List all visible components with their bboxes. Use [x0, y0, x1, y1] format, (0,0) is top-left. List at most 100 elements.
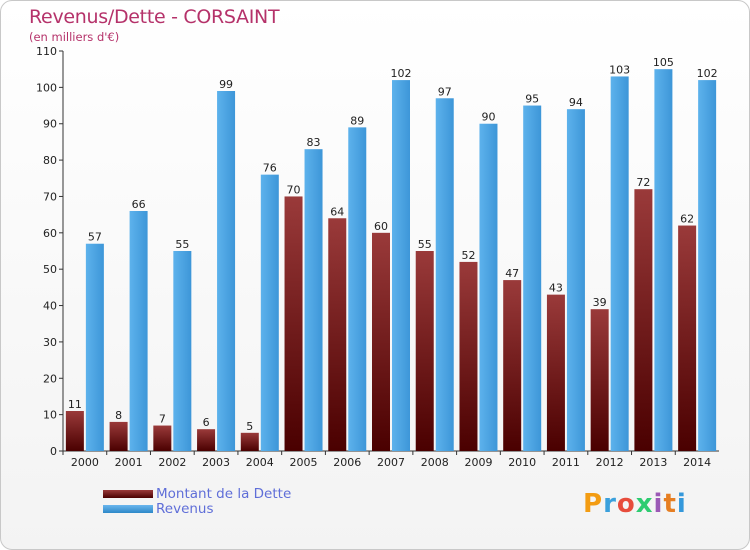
x-tick-label: 2010: [508, 456, 536, 469]
bar-dette: [678, 225, 697, 451]
legend-swatch-revenus: [103, 505, 153, 513]
bar-revenus: [348, 127, 367, 451]
y-tick-label: 80: [43, 154, 57, 167]
legend-swatch-dette: [103, 490, 153, 498]
bar-dette: [328, 218, 347, 451]
value-label-dette: 5: [246, 420, 253, 433]
legend-item-revenus: Revenus: [103, 502, 291, 517]
y-tick-label: 0: [50, 445, 57, 458]
legend: Montant de la Dette Revenus: [103, 487, 291, 517]
x-tick-label: 2008: [421, 456, 449, 469]
value-label-revenus: 76: [263, 162, 277, 175]
y-tick-label: 100: [36, 81, 57, 94]
bar-revenus: [85, 243, 104, 451]
value-label-revenus: 105: [653, 56, 674, 69]
logo-letter: i: [653, 489, 664, 519]
value-label-revenus: 102: [391, 67, 412, 80]
bar-dette: [109, 421, 128, 451]
value-label-dette: 62: [680, 213, 694, 226]
y-tick-label: 10: [43, 409, 57, 422]
bar-revenus: [654, 69, 673, 451]
bar-dette: [503, 280, 522, 451]
value-label-revenus: 83: [307, 136, 321, 149]
legend-label-dette: Montant de la Dette: [156, 486, 292, 502]
value-label-dette: 39: [593, 296, 607, 309]
value-label-dette: 60: [374, 220, 388, 233]
x-tick-label: 2007: [377, 456, 405, 469]
value-label-revenus: 102: [697, 67, 718, 80]
value-label-dette: 11: [68, 398, 82, 411]
value-label-dette: 64: [330, 205, 344, 218]
logo-letter: P: [583, 489, 604, 519]
bar-dette: [546, 294, 565, 451]
logo-letter: x: [635, 489, 654, 519]
bar-dette: [153, 425, 172, 451]
y-tick-label: 20: [43, 372, 57, 385]
value-label-dette: 72: [636, 176, 650, 189]
bar-revenus: [260, 174, 279, 452]
x-tick-label: 2014: [683, 456, 711, 469]
bar-revenus: [698, 80, 717, 451]
bar-dette: [415, 251, 434, 451]
x-tick-label: 2009: [464, 456, 492, 469]
y-tick-label: 90: [43, 118, 57, 131]
value-label-dette: 43: [549, 282, 563, 295]
bar-dette: [372, 232, 390, 451]
bar-revenus: [610, 76, 629, 452]
bar-revenus: [304, 149, 323, 451]
value-label-revenus: 99: [219, 78, 233, 91]
x-tick-label: 2011: [552, 456, 580, 469]
value-label-revenus: 66: [132, 198, 146, 211]
x-tick-label: 2000: [71, 456, 99, 469]
bar-revenus: [217, 91, 236, 451]
value-label-dette: 47: [505, 267, 519, 280]
value-label-revenus: 94: [569, 96, 583, 109]
value-label-dette: 8: [115, 409, 122, 422]
value-label-revenus: 95: [525, 93, 539, 106]
bar-dette: [197, 429, 216, 451]
value-label-revenus: 90: [481, 111, 495, 124]
proxiti-logo: Proxiti: [583, 489, 687, 519]
chart-title: Revenus/Dette - CORSAINT: [29, 6, 280, 28]
logo-letter: t: [663, 489, 677, 519]
bar-revenus: [173, 251, 192, 451]
bar-revenus: [523, 105, 542, 451]
y-tick-label: 30: [43, 336, 57, 349]
value-label-dette: 52: [461, 249, 475, 262]
value-label-dette: 7: [159, 413, 166, 426]
value-label-dette: 6: [203, 416, 210, 429]
y-tick-label: 110: [36, 45, 57, 58]
x-tick-label: 2005: [290, 456, 318, 469]
bar-revenus: [129, 211, 148, 451]
value-label-revenus: 55: [175, 238, 189, 251]
x-tick-label: 2004: [246, 456, 274, 469]
x-tick-label: 2003: [202, 456, 230, 469]
bar-dette: [65, 411, 84, 451]
x-tick-label: 2012: [596, 456, 624, 469]
y-tick-label: 50: [43, 263, 57, 276]
bar-dette: [459, 261, 478, 451]
chart-subtitle: (en milliers d'€): [29, 30, 120, 44]
y-tick-label: 40: [43, 300, 57, 313]
legend-item-dette: Montant de la Dette: [103, 487, 291, 502]
bar-revenus: [566, 109, 585, 451]
value-label-revenus: 89: [350, 114, 364, 127]
x-tick-label: 2002: [158, 456, 186, 469]
bar-dette: [590, 309, 609, 451]
legend-label-revenus: Revenus: [156, 501, 214, 517]
value-label-revenus: 103: [609, 63, 630, 76]
value-label-revenus: 97: [438, 85, 452, 98]
bar-dette: [284, 196, 303, 451]
y-tick-label: 60: [43, 227, 57, 240]
logo-letter: o: [616, 489, 636, 519]
bar-dette: [634, 189, 653, 451]
x-tick-label: 2001: [115, 456, 143, 469]
value-label-revenus: 57: [88, 231, 102, 244]
value-label-dette: 70: [287, 183, 301, 196]
bar-revenus: [435, 98, 454, 451]
y-tick-label: 70: [43, 190, 57, 203]
bar-revenus: [479, 123, 498, 452]
logo-letter: r: [603, 489, 617, 519]
